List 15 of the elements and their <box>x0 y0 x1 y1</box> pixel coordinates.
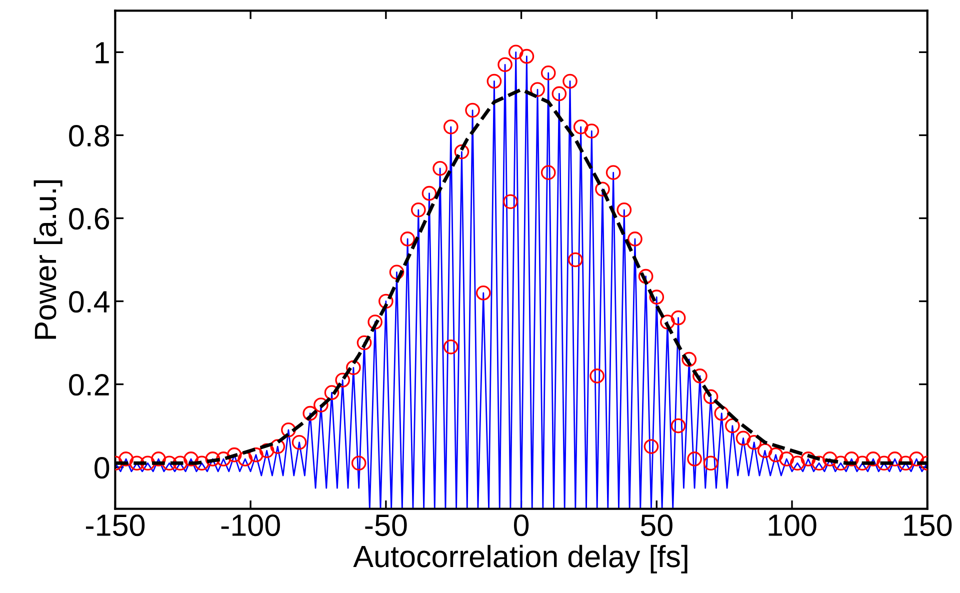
y-tick-label: 0 <box>94 457 110 479</box>
x-tick-label: -50 <box>365 514 407 536</box>
y-axis-title: Power [a.u.] <box>34 180 62 339</box>
y-tick-label: 0.6 <box>69 208 109 230</box>
x-axis-title: Autocorrelation delay [fs] <box>353 544 688 574</box>
x-tick-label: -150 <box>86 514 145 536</box>
x-tick-label: -100 <box>221 514 280 536</box>
x-tick-label: 0 <box>514 514 529 536</box>
x-tick-label: 100 <box>768 514 816 536</box>
y-tick-label: 0.4 <box>69 290 110 313</box>
y-tick-label: 0.8 <box>69 124 110 147</box>
y-tick-label: 1 <box>96 42 109 64</box>
y-tick-label: 0.2 <box>69 374 109 396</box>
x-tick-label: 50 <box>640 514 672 536</box>
x-tick-label: 150 <box>904 514 952 536</box>
